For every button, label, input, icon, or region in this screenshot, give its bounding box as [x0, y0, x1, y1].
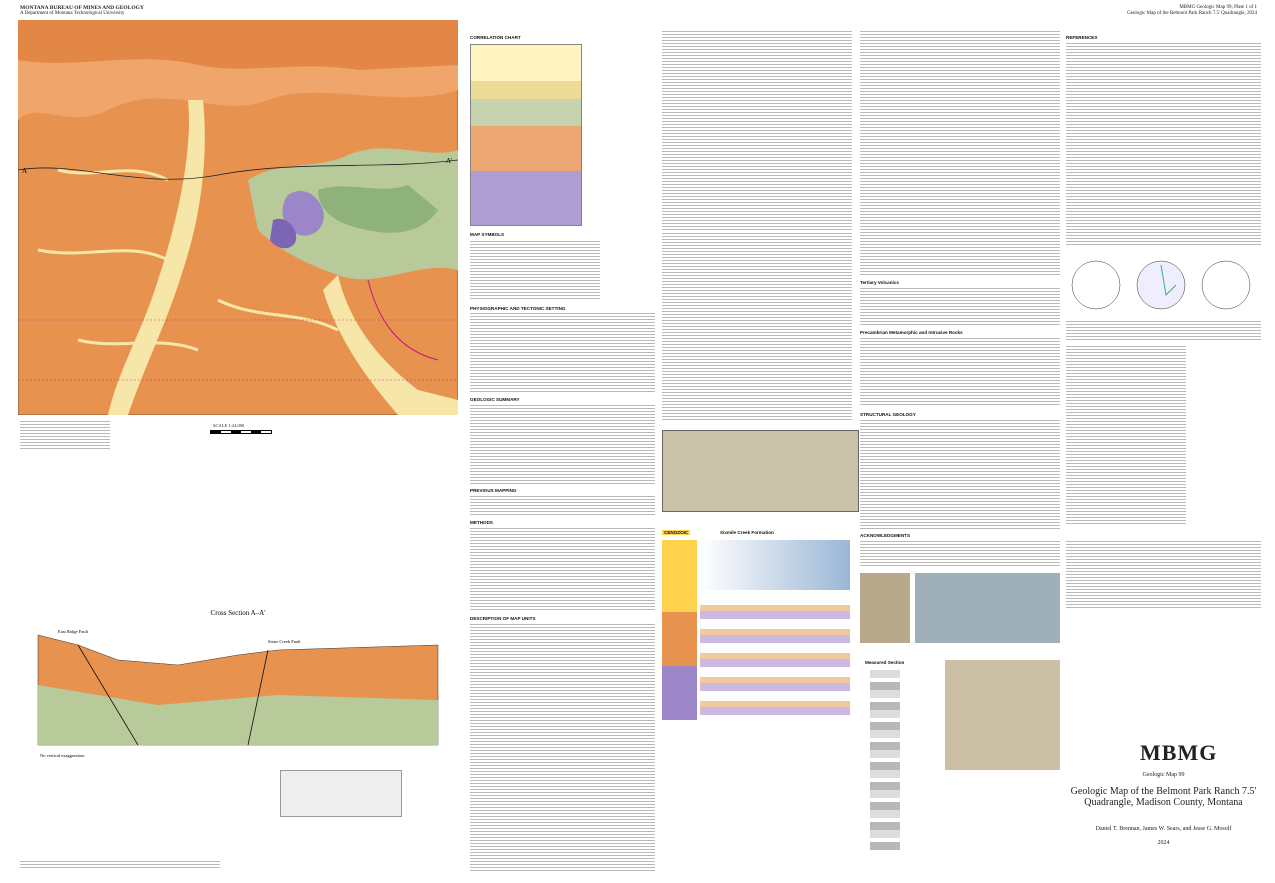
- figure-2-histograms: [700, 595, 850, 725]
- stereonets: [1071, 260, 1251, 310]
- header-left-sub: A Department of Montana Technological Un…: [20, 11, 125, 16]
- text: [860, 287, 1060, 327]
- text: [1066, 42, 1261, 247]
- year: 2024: [1157, 840, 1170, 846]
- text: [860, 30, 1060, 275]
- text: [470, 404, 655, 484]
- caption: [1066, 320, 1261, 340]
- header-right-sub: Geologic Map of the Belmont Park Ranch 7…: [1127, 11, 1257, 16]
- header-left: MONTANA BUREAU OF MINES AND GEOLOGY: [20, 5, 144, 11]
- text: [662, 232, 852, 422]
- scale-bar: [210, 430, 272, 434]
- authors: Daniel T. Brennan, James W. Sears, and J…: [1095, 826, 1232, 832]
- text: [470, 312, 655, 392]
- locator-map: [280, 770, 402, 817]
- text: [470, 495, 655, 515]
- heading: Tertiary Volcanics: [860, 280, 899, 285]
- cross-section: Cross Section A–A' East Ridge Fault Ston…: [37, 609, 439, 758]
- heading: DESCRIPTION OF MAP UNITS: [470, 616, 536, 621]
- table: [1066, 345, 1186, 525]
- figure-title: Measured Section: [865, 660, 905, 665]
- heading: MAP SYMBOLS: [470, 232, 505, 237]
- header-right: MBMG Geologic Map 99; Plate 1 of 1: [1179, 5, 1257, 10]
- heading: PHYSIOGRAPHIC AND TECTONIC SETTING: [470, 306, 566, 311]
- heading: REFERENCES: [1066, 35, 1098, 40]
- heading: PREVIOUS MAPPING: [470, 488, 517, 493]
- figure-2-timescale: [662, 540, 697, 720]
- text: [860, 540, 1060, 568]
- logo: MBMG: [1140, 740, 1218, 765]
- correlation-chart: [470, 44, 582, 226]
- place-label: East Ridge Fault: [58, 629, 89, 634]
- section-label: A': [446, 157, 452, 165]
- section-label: A: [22, 167, 27, 175]
- heading: GEOLOGIC SUMMARY: [470, 397, 520, 402]
- series: Geologic Map 99: [1142, 772, 1185, 778]
- heading: METHODS: [470, 520, 493, 525]
- heading: ACKNOWLEDGMENTS: [860, 533, 911, 538]
- figure-label: CENOZOIC: [662, 530, 691, 535]
- map-notes: [20, 420, 110, 450]
- photo: [915, 573, 1060, 643]
- map-scale: SCALE 1:24,000: [213, 423, 245, 428]
- text: [470, 527, 655, 612]
- measured-section: [870, 670, 900, 850]
- heading: CORRELATION CHART: [470, 35, 521, 40]
- text: [470, 623, 655, 873]
- place-label: Stone Creek Fault: [268, 639, 301, 644]
- text: [860, 419, 1060, 529]
- photo: [860, 573, 910, 643]
- figure-2-plot: [700, 540, 850, 590]
- heading: Precambrian Metamorphic and Intrusive Ro…: [860, 330, 963, 335]
- text: [860, 337, 1060, 407]
- map-title: Geologic Map of the Belmont Park Ranch 7…: [1070, 786, 1257, 808]
- symbols-list: [470, 240, 600, 300]
- cross-section-title: Cross Section A–A': [211, 609, 266, 617]
- text: [662, 30, 852, 230]
- footer-notes: [20, 860, 220, 870]
- figure-title: Sixmile Creek Formation: [720, 530, 774, 535]
- geologic-map: A A': [18, 20, 458, 415]
- heading: STRUCTURAL GEOLOGY: [860, 412, 916, 417]
- note: No vertical exaggeration: [40, 753, 85, 758]
- figure-1: [662, 430, 859, 512]
- photo: [945, 660, 1060, 770]
- table: [1066, 540, 1261, 610]
